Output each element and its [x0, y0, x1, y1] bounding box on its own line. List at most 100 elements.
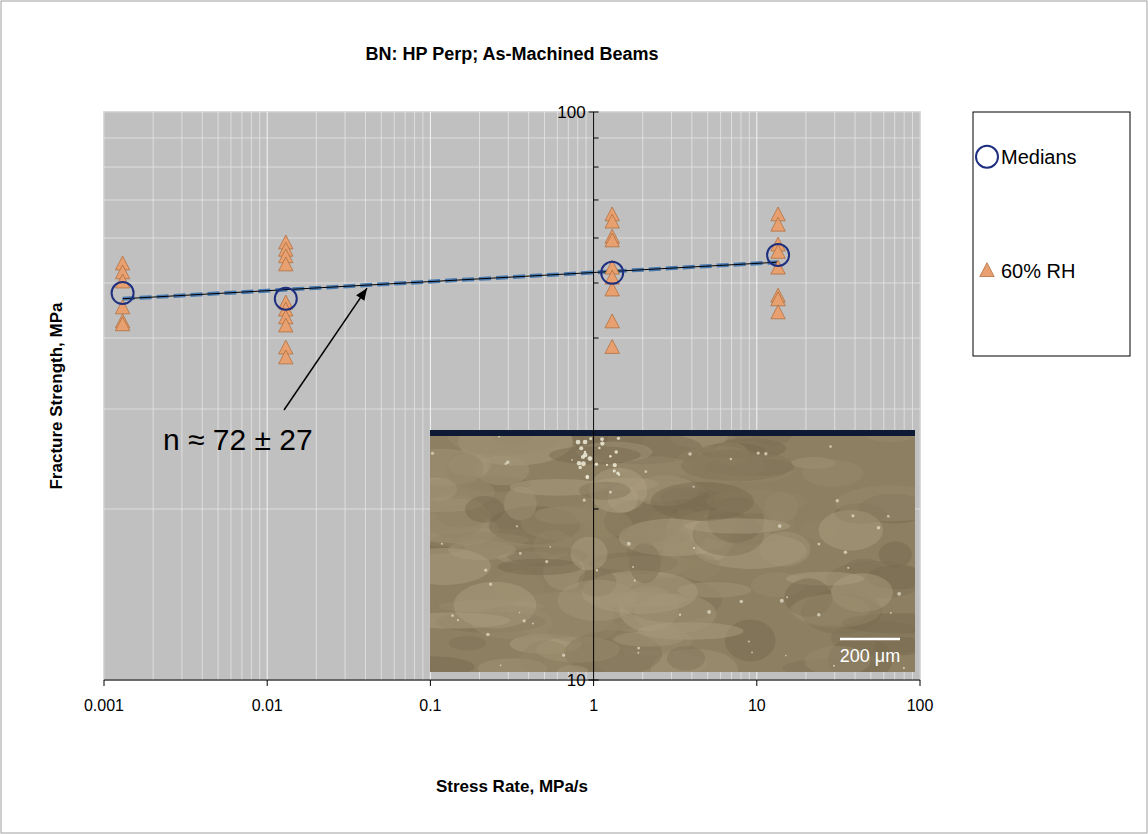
point-triangle [605, 214, 619, 228]
inset-speck [740, 600, 743, 603]
inset-texture [449, 636, 486, 650]
inset-origin [609, 455, 612, 458]
x-tick-label: 10 [748, 697, 766, 714]
inset-image [430, 430, 915, 672]
minor-grid-x [241, 112, 242, 680]
grid-x [104, 112, 105, 680]
inset-origin [576, 440, 581, 445]
legend-marker [976, 146, 998, 168]
x-tick-label: 0.01 [252, 697, 283, 714]
annotation: n ≈ 72 ± 27 [163, 423, 313, 456]
inset-speck [679, 614, 681, 616]
inset-origin [588, 456, 593, 461]
inset-origin [613, 469, 616, 472]
minor-grid-y [104, 199, 920, 200]
y-minor-tick [594, 137, 599, 138]
point-triangle [279, 350, 293, 364]
inset-speck [844, 550, 848, 554]
legend-label: 60% RH [1001, 260, 1075, 282]
inset-origin [614, 450, 618, 454]
inset-texture [681, 450, 793, 481]
inset-speck [505, 463, 507, 465]
inset-texture [534, 530, 572, 560]
inset-speck [634, 580, 636, 582]
inset-texture [497, 559, 582, 575]
inset-texture [430, 548, 491, 585]
y-minor-tick [594, 238, 599, 239]
inset-texture [431, 533, 529, 547]
inset-texture [789, 594, 881, 627]
inset-speck [751, 651, 753, 653]
annotation-arrowhead [356, 288, 367, 301]
inset-speck [500, 664, 502, 666]
inset-speck [851, 514, 854, 517]
minor-grid-x [251, 112, 252, 680]
inset-speck [877, 526, 881, 530]
inset-scale-label: 200 μm [840, 646, 900, 666]
inset-speck [757, 451, 760, 454]
x-tick-label: 0.001 [84, 697, 124, 714]
chart-title: BN: HP Perp; As-Machined Beams [365, 44, 658, 64]
minor-grid-x [394, 112, 395, 680]
grid-y [104, 112, 920, 113]
minor-grid-x [218, 112, 219, 680]
grid-x [920, 112, 921, 680]
point-triangle [115, 317, 129, 331]
x-tick-label: 0.1 [419, 697, 441, 714]
inset-origin [579, 446, 583, 450]
point-triangle [605, 340, 619, 354]
inset-origin [583, 440, 588, 445]
minor-grid-y [104, 338, 920, 339]
inset-speck [780, 599, 784, 603]
inset-texture [579, 482, 631, 500]
inset-speck [596, 569, 598, 571]
point-circle [767, 244, 789, 266]
inset-origin [600, 437, 604, 441]
x-tick [104, 680, 105, 686]
x-tick-label: 1 [589, 697, 598, 714]
y-tick-label: 100 [557, 103, 585, 122]
y-minor-tick [594, 199, 599, 200]
inset-speck [583, 499, 586, 502]
inset-texture [626, 528, 690, 545]
minor-grid-x [365, 112, 366, 680]
inset-speck [516, 525, 518, 527]
fit-line-core [123, 262, 778, 299]
legend-box [973, 112, 1130, 356]
inset-speck [817, 613, 821, 617]
inset-texture [430, 612, 511, 628]
minor-grid-x [414, 112, 415, 680]
point-triangle [279, 318, 293, 332]
inset-speck [519, 552, 522, 555]
inset-texture [667, 646, 705, 671]
inset-speck [785, 655, 787, 657]
inset-speck [890, 612, 892, 614]
grid-x [267, 112, 268, 680]
minor-grid-y [104, 137, 920, 138]
inset-speck [522, 619, 525, 622]
x-axis-title: Stress Rate, MPa/s [436, 777, 588, 796]
minor-grid-y [104, 282, 920, 283]
inset-texture [629, 543, 661, 583]
inset-texture [465, 496, 504, 523]
minor-grid-x [405, 112, 406, 680]
x-tick [267, 680, 268, 686]
y-axis-line [593, 112, 594, 680]
inset-origin [595, 462, 599, 466]
y-minor-tick [594, 167, 599, 168]
chart-frame [1, 1, 1147, 833]
point-triangle [771, 217, 785, 231]
inset-origin [586, 476, 589, 479]
inset-origin [613, 463, 617, 467]
inset-edge [430, 430, 915, 436]
minor-grid-y [104, 238, 920, 239]
y-minor-tick [594, 408, 599, 409]
inset-speck [457, 619, 459, 621]
minor-grid-x [316, 112, 317, 680]
minor-grid-x [381, 112, 382, 680]
inset-speck [693, 547, 695, 549]
y-minor-tick [594, 282, 599, 283]
data-group [112, 207, 789, 364]
minor-grid-y [104, 408, 920, 409]
inset-speck [730, 458, 732, 460]
